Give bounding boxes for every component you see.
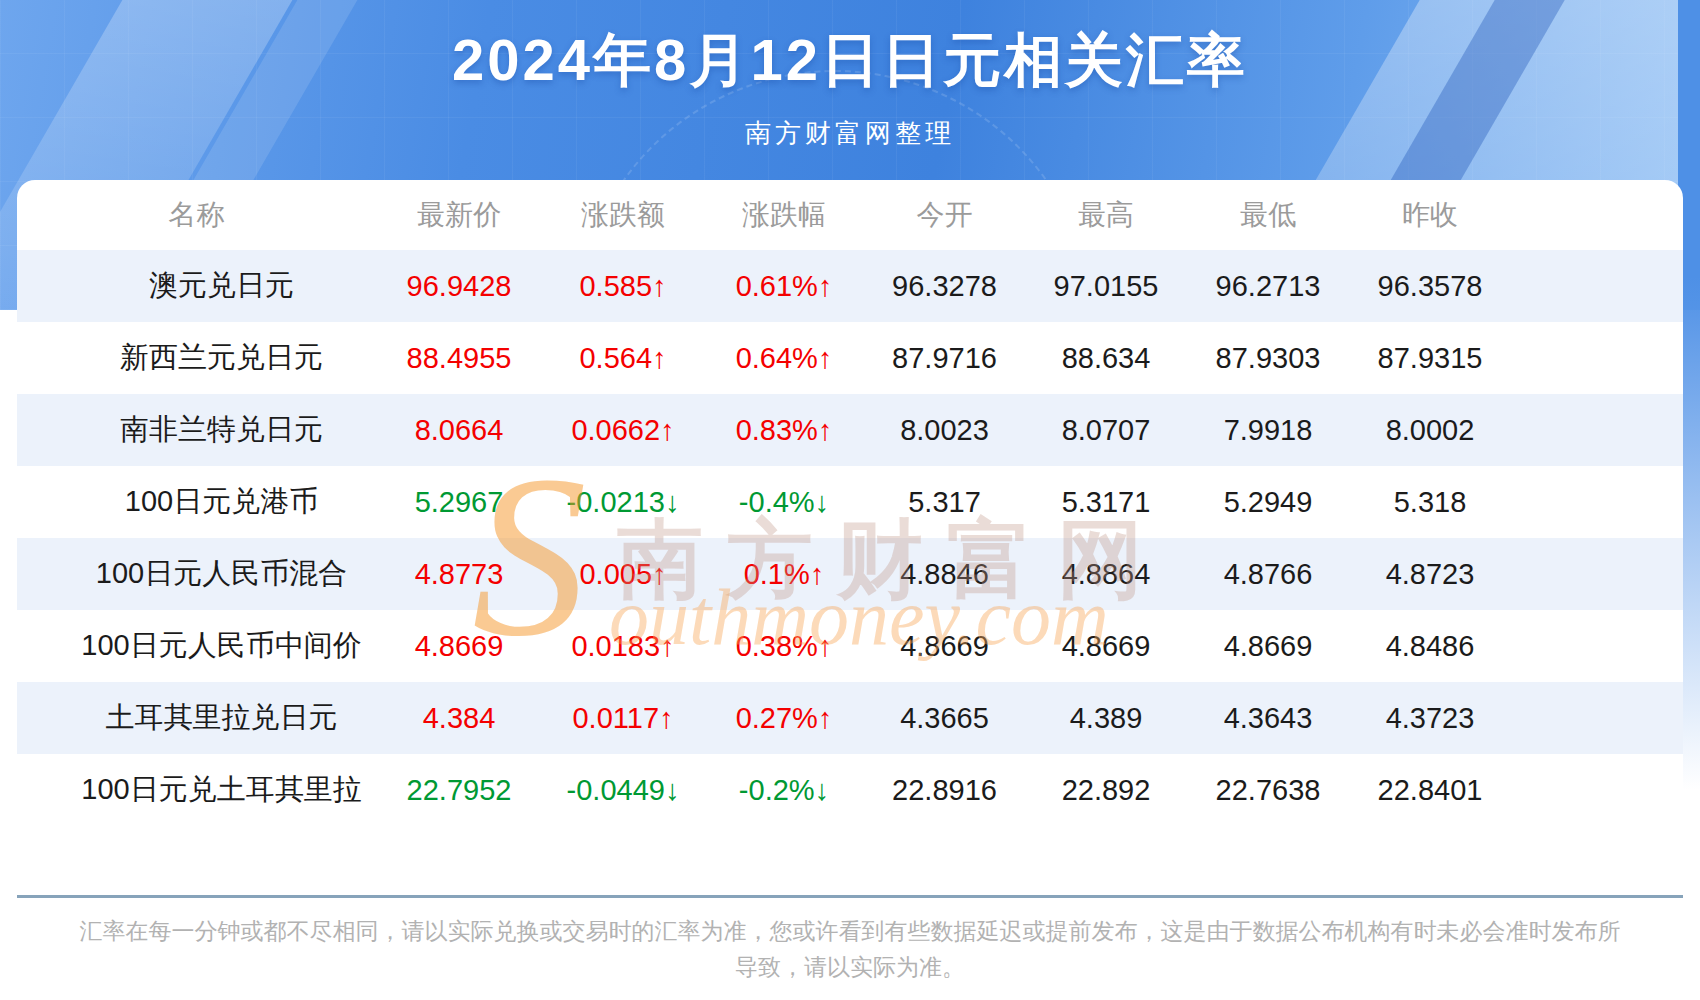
change-amount: 0.0183↑ <box>542 630 704 663</box>
last-price: 22.7952 <box>376 774 542 807</box>
change-amount: -0.0449↓ <box>542 774 704 807</box>
table-row: 100日元兑港币5.2967-0.0213↓-0.4%↓5.3175.31715… <box>17 466 1683 538</box>
open-price: 96.3278 <box>864 270 1025 303</box>
change-percent: 0.38%↑ <box>704 630 864 663</box>
change-percent: 0.64%↑ <box>704 342 864 375</box>
high-price: 8.0707 <box>1025 414 1187 447</box>
open-price: 22.8916 <box>864 774 1025 807</box>
pair-name: 土耳其里拉兑日元 <box>17 698 376 738</box>
page-subtitle: 南方财富网整理 <box>0 116 1700 151</box>
open-price: 4.3665 <box>864 702 1025 735</box>
last-price: 4.384 <box>376 702 542 735</box>
low-price: 5.2949 <box>1187 486 1349 519</box>
pair-name: 澳元兑日元 <box>17 266 376 306</box>
table-card: 名称最新价涨跌额涨跌幅今开最高最低昨收 澳元兑日元96.94280.585↑0.… <box>17 180 1683 1000</box>
table-body: 澳元兑日元96.94280.585↑0.61%↑96.327897.015596… <box>17 250 1683 826</box>
table-row: 100日元人民币中间价4.86690.0183↑0.38%↑4.86694.86… <box>17 610 1683 682</box>
table-row: 100日元人民币混合4.87730.005↑0.1%↑4.88464.88644… <box>17 538 1683 610</box>
high-price: 88.634 <box>1025 342 1187 375</box>
high-price: 4.389 <box>1025 702 1187 735</box>
disclaimer-text: 汇率在每一分钟或都不尽相同，请以实际兑换或交易时的汇率为准，您或许看到有些数据延… <box>17 913 1683 985</box>
prev-close: 87.9315 <box>1349 342 1511 375</box>
change-percent: 0.27%↑ <box>704 702 864 735</box>
low-price: 4.8669 <box>1187 630 1349 663</box>
column-header: 最低 <box>1187 196 1349 234</box>
table-row: 新西兰元兑日元88.49550.564↑0.64%↑87.971688.6348… <box>17 322 1683 394</box>
prev-close: 8.0002 <box>1349 414 1511 447</box>
prev-close: 4.8723 <box>1349 558 1511 591</box>
change-amount: 0.005↑ <box>542 558 704 591</box>
last-price: 4.8669 <box>376 630 542 663</box>
low-price: 96.2713 <box>1187 270 1349 303</box>
prev-close: 96.3578 <box>1349 270 1511 303</box>
high-price: 97.0155 <box>1025 270 1187 303</box>
pair-name: 新西兰元兑日元 <box>17 338 376 378</box>
divider <box>17 895 1683 898</box>
low-price: 4.8766 <box>1187 558 1349 591</box>
last-price: 88.4955 <box>376 342 542 375</box>
low-price: 22.7638 <box>1187 774 1349 807</box>
table-row: 土耳其里拉兑日元4.3840.0117↑0.27%↑4.36654.3894.3… <box>17 682 1683 754</box>
change-percent: 0.83%↑ <box>704 414 864 447</box>
prev-close: 5.318 <box>1349 486 1511 519</box>
table-row: 澳元兑日元96.94280.585↑0.61%↑96.327897.015596… <box>17 250 1683 322</box>
change-percent: 0.1%↑ <box>704 558 864 591</box>
column-header: 昨收 <box>1349 196 1511 234</box>
column-header: 最高 <box>1025 196 1187 234</box>
change-amount: -0.0213↓ <box>542 486 704 519</box>
column-header: 涨跌额 <box>542 196 704 234</box>
pair-name: 100日元兑港币 <box>17 482 376 522</box>
open-price: 8.0023 <box>864 414 1025 447</box>
pair-name: 100日元人民币混合 <box>17 554 376 594</box>
prev-close: 4.8486 <box>1349 630 1511 663</box>
table-row: 南非兰特兑日元8.06640.0662↑0.83%↑8.00238.07077.… <box>17 394 1683 466</box>
prev-close: 4.3723 <box>1349 702 1511 735</box>
high-price: 4.8864 <box>1025 558 1187 591</box>
change-amount: 0.0662↑ <box>542 414 704 447</box>
pair-name: 南非兰特兑日元 <box>17 410 376 450</box>
high-price: 22.892 <box>1025 774 1187 807</box>
last-price: 5.2967 <box>376 486 542 519</box>
open-price: 4.8669 <box>864 630 1025 663</box>
change-percent: -0.4%↓ <box>704 486 864 519</box>
pair-name: 100日元人民币中间价 <box>17 626 376 666</box>
change-amount: 0.0117↑ <box>542 702 704 735</box>
low-price: 87.9303 <box>1187 342 1349 375</box>
column-header: 名称 <box>17 196 376 234</box>
low-price: 4.3643 <box>1187 702 1349 735</box>
high-price: 4.8669 <box>1025 630 1187 663</box>
change-percent: 0.61%↑ <box>704 270 864 303</box>
column-header: 今开 <box>864 196 1025 234</box>
table-header-row: 名称最新价涨跌额涨跌幅今开最高最低昨收 <box>17 180 1683 250</box>
change-amount: 0.564↑ <box>542 342 704 375</box>
last-price: 8.0664 <box>376 414 542 447</box>
table-row: 100日元兑土耳其里拉22.7952-0.0449↓-0.2%↓22.89162… <box>17 754 1683 826</box>
pair-name: 100日元兑土耳其里拉 <box>17 770 376 810</box>
column-header: 涨跌幅 <box>704 196 864 234</box>
high-price: 5.3171 <box>1025 486 1187 519</box>
column-header: 最新价 <box>376 196 542 234</box>
change-percent: -0.2%↓ <box>704 774 864 807</box>
last-price: 4.8773 <box>376 558 542 591</box>
open-price: 87.9716 <box>864 342 1025 375</box>
low-price: 7.9918 <box>1187 414 1349 447</box>
open-price: 4.8846 <box>864 558 1025 591</box>
page-title: 2024年8月12日日元相关汇率 <box>0 0 1700 100</box>
change-amount: 0.585↑ <box>542 270 704 303</box>
last-price: 96.9428 <box>376 270 542 303</box>
open-price: 5.317 <box>864 486 1025 519</box>
prev-close: 22.8401 <box>1349 774 1511 807</box>
